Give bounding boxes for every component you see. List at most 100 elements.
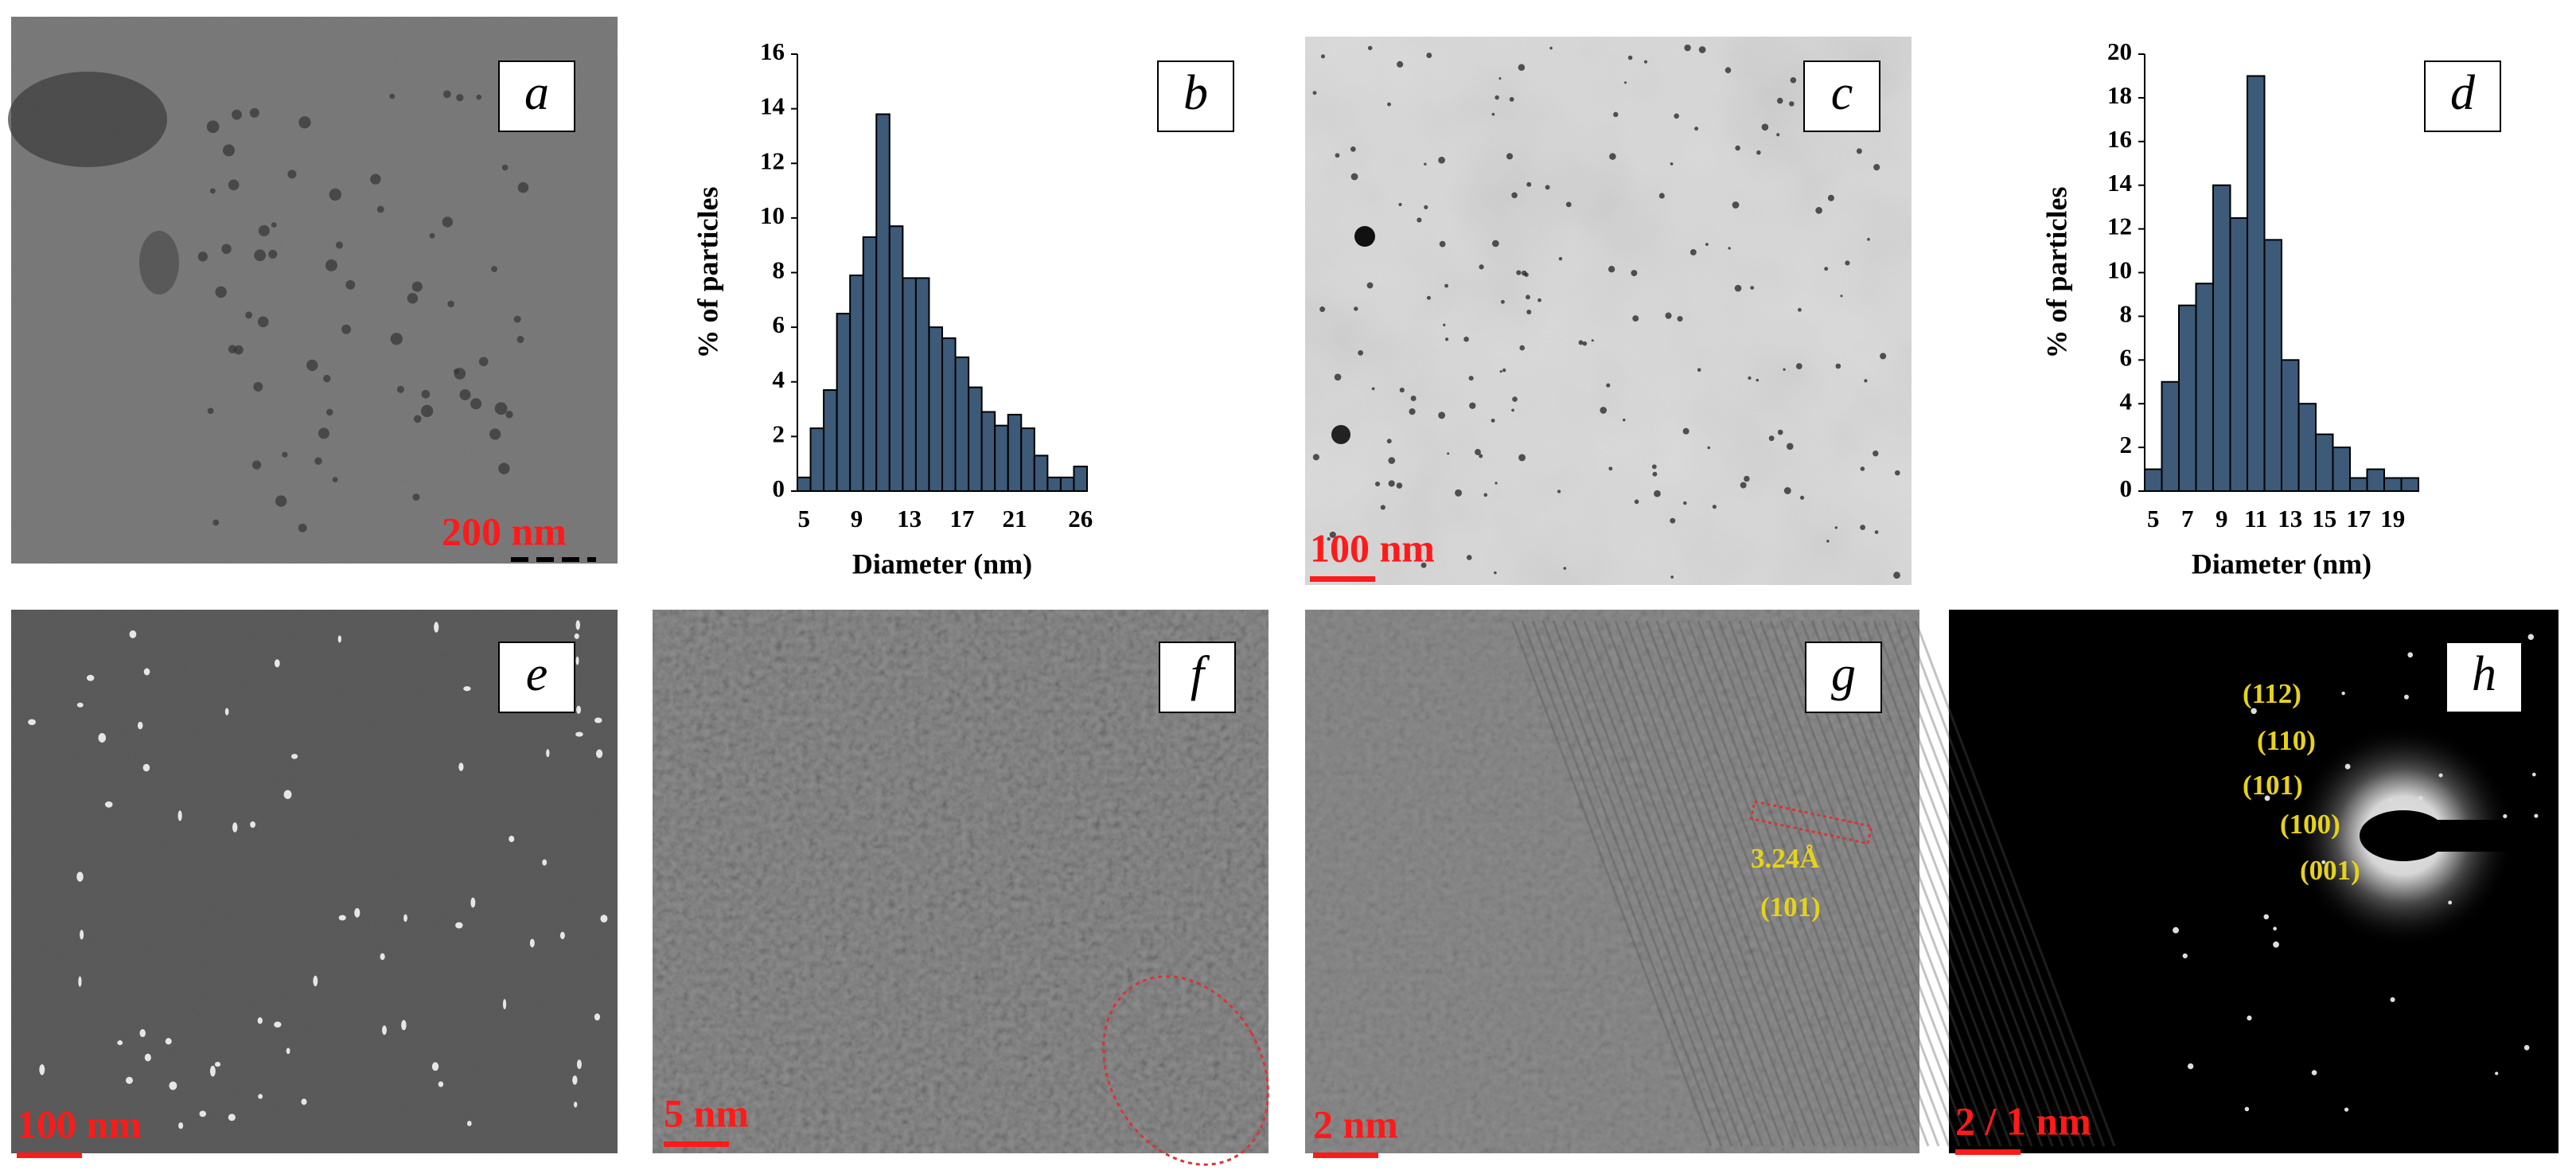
diffraction-spot <box>2527 634 2535 641</box>
annotation: (001) <box>2300 855 2360 886</box>
particle <box>249 107 259 118</box>
x-tick-label: 15 <box>2312 505 2336 532</box>
particle <box>80 930 84 940</box>
lattice-fringe <box>1738 620 1940 1147</box>
particle <box>1795 363 1802 369</box>
particle <box>197 252 208 262</box>
particle <box>1777 429 1783 435</box>
panel-label-box <box>2445 642 2523 713</box>
diffraction-spot <box>2438 773 2443 778</box>
particle <box>1396 482 1403 489</box>
particle <box>209 188 216 194</box>
particle <box>1494 571 1497 575</box>
particle <box>1417 217 1422 223</box>
particle <box>257 1017 263 1024</box>
lattice-fringe <box>1583 620 1785 1147</box>
panel-label: b <box>1183 66 1208 120</box>
lattice-fringe <box>1604 620 1806 1147</box>
particle <box>1499 370 1502 373</box>
particle <box>98 732 107 743</box>
y-tick-label: 4 <box>2120 387 2133 415</box>
particle <box>529 938 535 948</box>
particle <box>1565 201 1572 208</box>
particle <box>268 249 278 259</box>
diffraction-spot <box>2247 1015 2252 1021</box>
y-axis-title: % of particles <box>692 187 723 359</box>
particle <box>257 316 269 328</box>
bar <box>797 476 812 492</box>
particle <box>1582 341 1588 346</box>
panel-label-box <box>498 642 575 713</box>
lattice-fringe <box>1531 620 1733 1147</box>
particle <box>1834 526 1837 529</box>
particle <box>1398 202 1402 207</box>
particle <box>1761 123 1769 131</box>
particle <box>1880 353 1887 360</box>
bar <box>2161 380 2180 492</box>
particle <box>1512 396 1518 402</box>
particle <box>1518 454 1526 462</box>
particle <box>1388 457 1396 464</box>
particle <box>1443 323 1446 326</box>
particle <box>463 686 471 692</box>
particle <box>325 259 337 271</box>
scale-bar-label: 2 / 1 nm <box>1955 1098 2091 1143</box>
particle <box>1786 443 1794 450</box>
particle <box>1475 449 1481 455</box>
diffraction-spot <box>2495 1071 2499 1075</box>
particle <box>509 836 515 843</box>
particle <box>1707 446 1711 450</box>
particle <box>129 630 137 638</box>
bar <box>994 424 1009 493</box>
bar <box>980 411 996 493</box>
particle <box>1500 299 1505 304</box>
lattice-fringe <box>1624 620 1826 1147</box>
particle <box>1466 555 1472 560</box>
particle <box>455 922 463 929</box>
particle <box>1426 295 1431 300</box>
particle <box>298 523 307 532</box>
particle <box>458 763 464 771</box>
y-tick-label: 2 <box>773 419 785 447</box>
particle <box>594 1013 601 1021</box>
diffraction-spot <box>2448 900 2453 905</box>
particle <box>1549 46 1553 50</box>
particle <box>546 749 550 758</box>
particle <box>298 116 311 129</box>
y-axis-title: % of particles <box>2040 187 2072 359</box>
particle <box>1864 379 1868 383</box>
particle <box>1409 408 1416 415</box>
particle <box>137 721 143 730</box>
particle <box>407 293 419 304</box>
particle <box>421 404 434 418</box>
particle <box>169 1081 177 1090</box>
particle <box>1312 91 1317 96</box>
particle <box>1652 471 1658 477</box>
x-tick-label: 21 <box>1003 505 1027 532</box>
particle <box>1537 298 1541 302</box>
particle <box>253 381 263 392</box>
particle <box>1867 237 1870 241</box>
x-tick-label: 13 <box>897 505 922 532</box>
x-axis-title: Diameter (nm) <box>2192 548 2371 579</box>
bar <box>875 113 890 493</box>
particle <box>1623 418 1626 422</box>
particle <box>1658 193 1665 199</box>
bar <box>941 337 957 492</box>
bar <box>2400 477 2419 493</box>
lattice-fringe <box>1914 620 2116 1147</box>
particle <box>1670 162 1674 166</box>
lattice-fringe <box>1510 620 1713 1147</box>
particle <box>1329 531 1336 538</box>
scale-bar-label: 5 nm <box>664 1090 749 1135</box>
particle <box>76 702 84 708</box>
particle <box>1856 148 1862 154</box>
bar <box>1033 454 1049 492</box>
particle <box>594 717 602 724</box>
particle <box>1518 64 1526 71</box>
particle <box>1526 181 1532 187</box>
particle <box>1578 340 1584 345</box>
lattice-fringe <box>1769 620 1971 1147</box>
lattice-fringe <box>1862 620 2064 1147</box>
x-tick-label: 9 <box>851 505 863 532</box>
